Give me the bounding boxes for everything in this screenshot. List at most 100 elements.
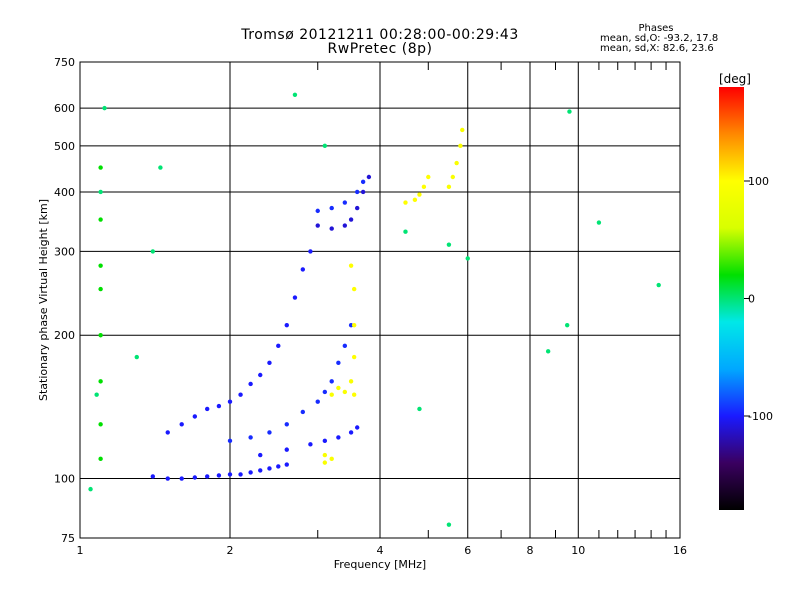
data-point [351, 286, 357, 292]
data-point [348, 379, 354, 384]
data-point [158, 165, 163, 170]
data-point [348, 322, 354, 328]
data-point [179, 476, 184, 481]
y-tick-label: 75 [61, 532, 75, 545]
data-point [150, 474, 156, 479]
data-point [336, 385, 341, 391]
data-point [360, 179, 366, 185]
chart-subtitle: RwPretec (8p) [327, 41, 433, 57]
data-point [336, 360, 341, 366]
data-point [227, 472, 233, 477]
data-point [596, 220, 602, 225]
y-tick-label: 400 [54, 186, 75, 199]
colorbar-gradient [719, 87, 744, 510]
x-tick-label: 10 [571, 544, 585, 557]
data-point [336, 435, 341, 440]
data-point [322, 452, 328, 458]
colorbar-tick-label: 100 [748, 175, 769, 188]
data-point [192, 414, 198, 419]
x-tick-label: 4 [377, 544, 384, 557]
colorbar-tick-label: 0 [748, 293, 755, 306]
data-point [360, 189, 366, 195]
grid-lines [80, 62, 680, 538]
data-point [284, 447, 289, 452]
data-point [403, 229, 408, 234]
data-point [412, 197, 418, 203]
data-point [315, 399, 320, 404]
data-point [98, 456, 103, 462]
data-point [238, 472, 243, 477]
data-point [165, 476, 170, 481]
data-point [276, 343, 281, 349]
data-point [150, 249, 156, 254]
data-point [421, 184, 427, 190]
data-point [417, 406, 422, 412]
data-point [446, 184, 452, 190]
data-point [458, 143, 463, 149]
data-point [342, 223, 348, 228]
data-point [258, 452, 263, 458]
plot-frame [79, 61, 681, 539]
data-point [446, 522, 452, 527]
y-tick-label: 600 [54, 102, 75, 115]
data-point [248, 470, 253, 475]
data-point [204, 406, 210, 412]
data-point [98, 286, 103, 292]
data-point [322, 389, 328, 395]
data-point [354, 189, 360, 195]
data-point [322, 460, 328, 465]
data-point [238, 392, 243, 397]
y-tick-label: 300 [54, 245, 75, 258]
chart-title: Tromsø 20121211 00:28:00-00:29:43 [241, 27, 519, 43]
data-point [88, 486, 93, 492]
y-tick-label: 200 [54, 329, 75, 342]
data-point [329, 226, 334, 231]
data-point [98, 165, 103, 170]
data-point [417, 192, 422, 197]
data-point [248, 435, 253, 440]
data-point [258, 372, 263, 378]
data-point [292, 295, 298, 300]
data-point [308, 249, 313, 254]
data-point [98, 379, 103, 384]
x-axis: 1 2 4 6 8 10 16 [77, 62, 687, 557]
data-point [98, 217, 103, 222]
data-point [351, 322, 357, 328]
data-points [88, 92, 661, 527]
data-point [267, 360, 272, 366]
data-point [348, 217, 354, 222]
phase-colorbar: [deg] 100 0 -100 [719, 72, 773, 510]
data-point [348, 263, 354, 268]
data-point [134, 354, 139, 360]
data-point [94, 392, 99, 397]
y-tick-label: 750 [54, 56, 75, 69]
x-axis-label: Frequency [MHz] [334, 558, 426, 571]
data-point [329, 379, 334, 384]
data-point [351, 354, 357, 360]
data-point [300, 409, 306, 415]
data-point [545, 349, 551, 354]
data-point [656, 282, 661, 288]
y-axis-label: Stationary phase Virtual Height [km] [37, 199, 50, 401]
data-point [426, 174, 431, 180]
data-point [276, 464, 281, 469]
data-point [315, 208, 320, 214]
data-point [354, 425, 360, 430]
data-point [102, 105, 107, 111]
data-point [216, 473, 222, 478]
data-point [192, 475, 198, 480]
data-point [179, 422, 184, 427]
data-point [329, 456, 334, 462]
x-tick-label: 2 [227, 544, 234, 557]
colorbar-tick-label: -100 [748, 410, 773, 423]
data-point [165, 430, 170, 435]
data-point [98, 263, 103, 268]
data-point [284, 462, 289, 467]
x-tick-label: 6 [464, 544, 471, 557]
data-point [465, 256, 470, 261]
data-point [292, 92, 298, 97]
colorbar-label: [deg] [719, 72, 751, 86]
data-point [227, 399, 233, 404]
phases-o-stats: mean, sd,O: -93.2, 17.8 [600, 33, 719, 44]
data-point [315, 223, 320, 228]
